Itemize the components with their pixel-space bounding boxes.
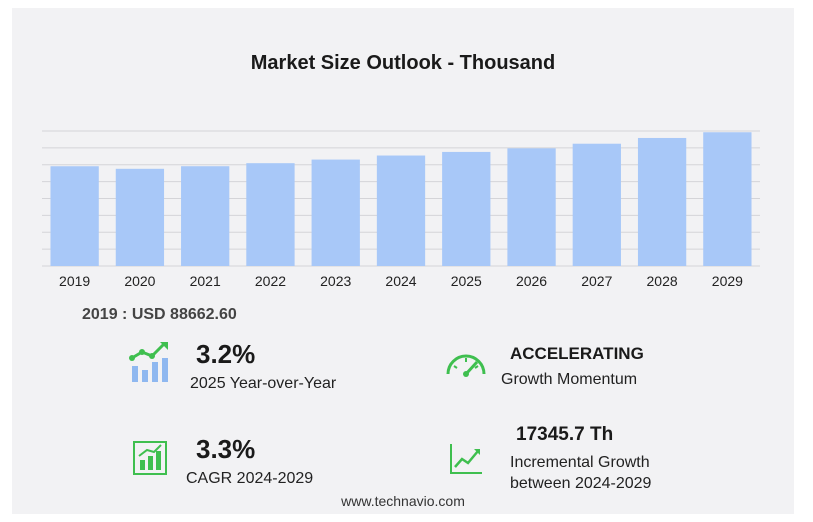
incremental-value: 17345.7 Th <box>516 424 614 445</box>
bar-2026 <box>507 148 556 266</box>
bar-2022 <box>246 163 295 266</box>
bar-2019 <box>50 166 99 266</box>
tick-label-2025: 2025 <box>451 273 482 289</box>
tick-label-2023: 2023 <box>320 273 351 289</box>
bar-2025 <box>442 151 491 266</box>
tick-label-2026: 2026 <box>516 273 547 289</box>
bar-2024 <box>376 155 426 266</box>
bar-2023 <box>311 159 360 266</box>
chart-panel: Market Size Outlook - Thousand 2019 2020 2… <box>12 8 794 514</box>
incremental-label-1: Incremental Growth <box>510 454 650 471</box>
trend-line-icon <box>450 444 482 474</box>
base-value: 2019 : USD 88662.60 <box>82 306 237 323</box>
speedometer-icon <box>446 354 486 377</box>
chart-title: Market Size Outlook - Thousand <box>250 52 556 74</box>
growth-chart-icon <box>129 342 168 382</box>
bar-2028 <box>637 137 687 266</box>
tick-label-2020: 2020 <box>124 273 155 289</box>
bar-2020 <box>115 168 165 266</box>
tick-label-2019: 2019 <box>59 273 90 289</box>
bar-2027 <box>572 143 621 266</box>
cagr-value: 3.3% <box>196 434 256 464</box>
incremental-label-2: between 2024-2029 <box>510 475 652 492</box>
tick-label-2027: 2027 <box>581 273 612 289</box>
tick-label-2021: 2021 <box>190 273 221 289</box>
bar-chart: 2019 2020 2021 2022 2023 2024 2025 2026 2027 2028… <box>42 130 760 289</box>
bar-2021 <box>181 166 230 266</box>
tick-label-2024: 2024 <box>385 273 416 289</box>
momentum-value: ACCELERATING <box>510 344 644 363</box>
tick-label-2029: 2029 <box>712 273 743 289</box>
momentum-label: Growth Momentum <box>501 371 638 388</box>
yoy-label: 2025 Year-over-Year <box>190 375 337 392</box>
tick-label-2028: 2028 <box>647 273 678 289</box>
cagr-label: CAGR 2024-2029 <box>186 470 314 487</box>
bar-growth-icon <box>133 441 167 475</box>
tick-label-2022: 2022 <box>255 273 286 289</box>
bar-2029 <box>703 132 752 266</box>
footer-url[interactable]: www.technavio.com <box>341 493 465 509</box>
yoy-value: 3.2% <box>196 339 256 369</box>
